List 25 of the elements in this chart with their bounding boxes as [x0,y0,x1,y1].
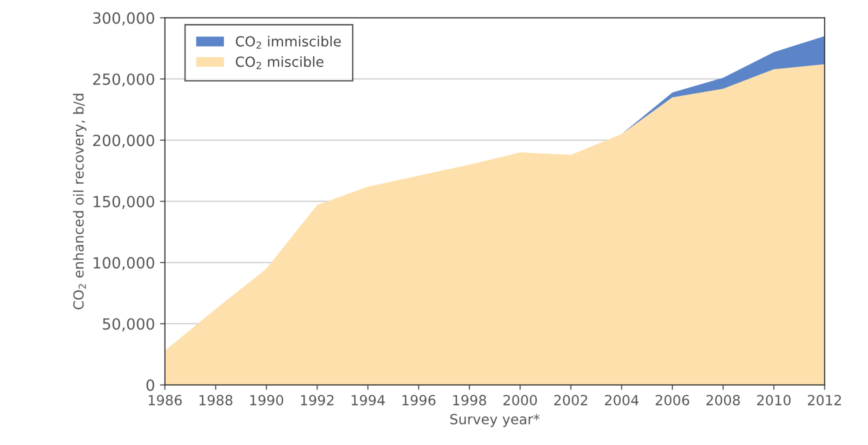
x-tick-label: 2000 [503,394,537,406]
x-tick-label: 1988 [200,394,232,406]
x-axis-title: Survey year* [450,414,540,428]
y-axis-title: CO$_{2}$ enhanced oil recovery, b/d [72,94,86,310]
legend-label: CO$_{2}$ immiscible [236,36,341,49]
x-tick-label: 2008 [706,394,740,406]
x-tick-label: 2002 [554,394,588,406]
y-tick-label: 200,000 [93,134,154,148]
y-tick-label: 50,000 [102,318,154,332]
x-tick-label: 2012 [808,394,841,406]
x-tick-label: 1996 [402,394,436,406]
y-tick-label: 250,000 [93,73,154,87]
x-tick-label: 2006 [656,394,690,406]
x-tick-label: 1992 [301,394,334,406]
y-tick-label: 150,000 [94,196,154,209]
x-tick-label: 2004 [604,394,639,406]
y-tick-label: 0 [146,379,154,391]
y-tick-label: 100,000 [94,257,154,270]
x-tick-label: 1994 [352,394,385,406]
x-tick-label: 1986 [148,394,182,406]
x-tick-label: 1990 [250,394,284,406]
x-tick-label: 1998 [453,394,486,406]
x-tick-label: 2010 [757,394,791,406]
legend-label: CO$_{2}$ miscible [236,56,324,70]
y-tick-label: 300,000 [93,12,154,26]
